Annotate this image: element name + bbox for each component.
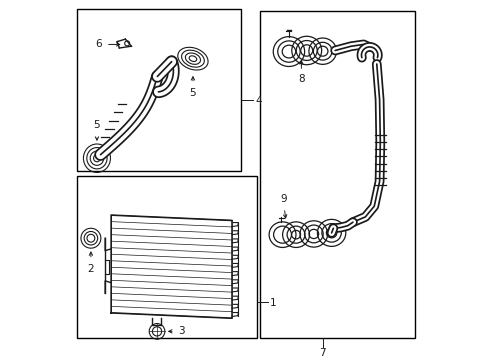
Text: 2: 2 (87, 264, 94, 274)
Bar (260, 11, 414, 338)
Text: 1: 1 (269, 298, 275, 308)
Text: 9: 9 (280, 194, 286, 204)
Bar (77, 176, 256, 338)
Bar (77, 9, 241, 171)
Text: 5: 5 (189, 88, 196, 98)
Text: 8: 8 (298, 74, 304, 84)
Text: 3: 3 (177, 327, 184, 336)
Text: 5: 5 (93, 121, 100, 130)
Text: 7: 7 (319, 348, 325, 359)
Text: 6: 6 (95, 40, 102, 49)
Text: 4: 4 (255, 96, 261, 106)
